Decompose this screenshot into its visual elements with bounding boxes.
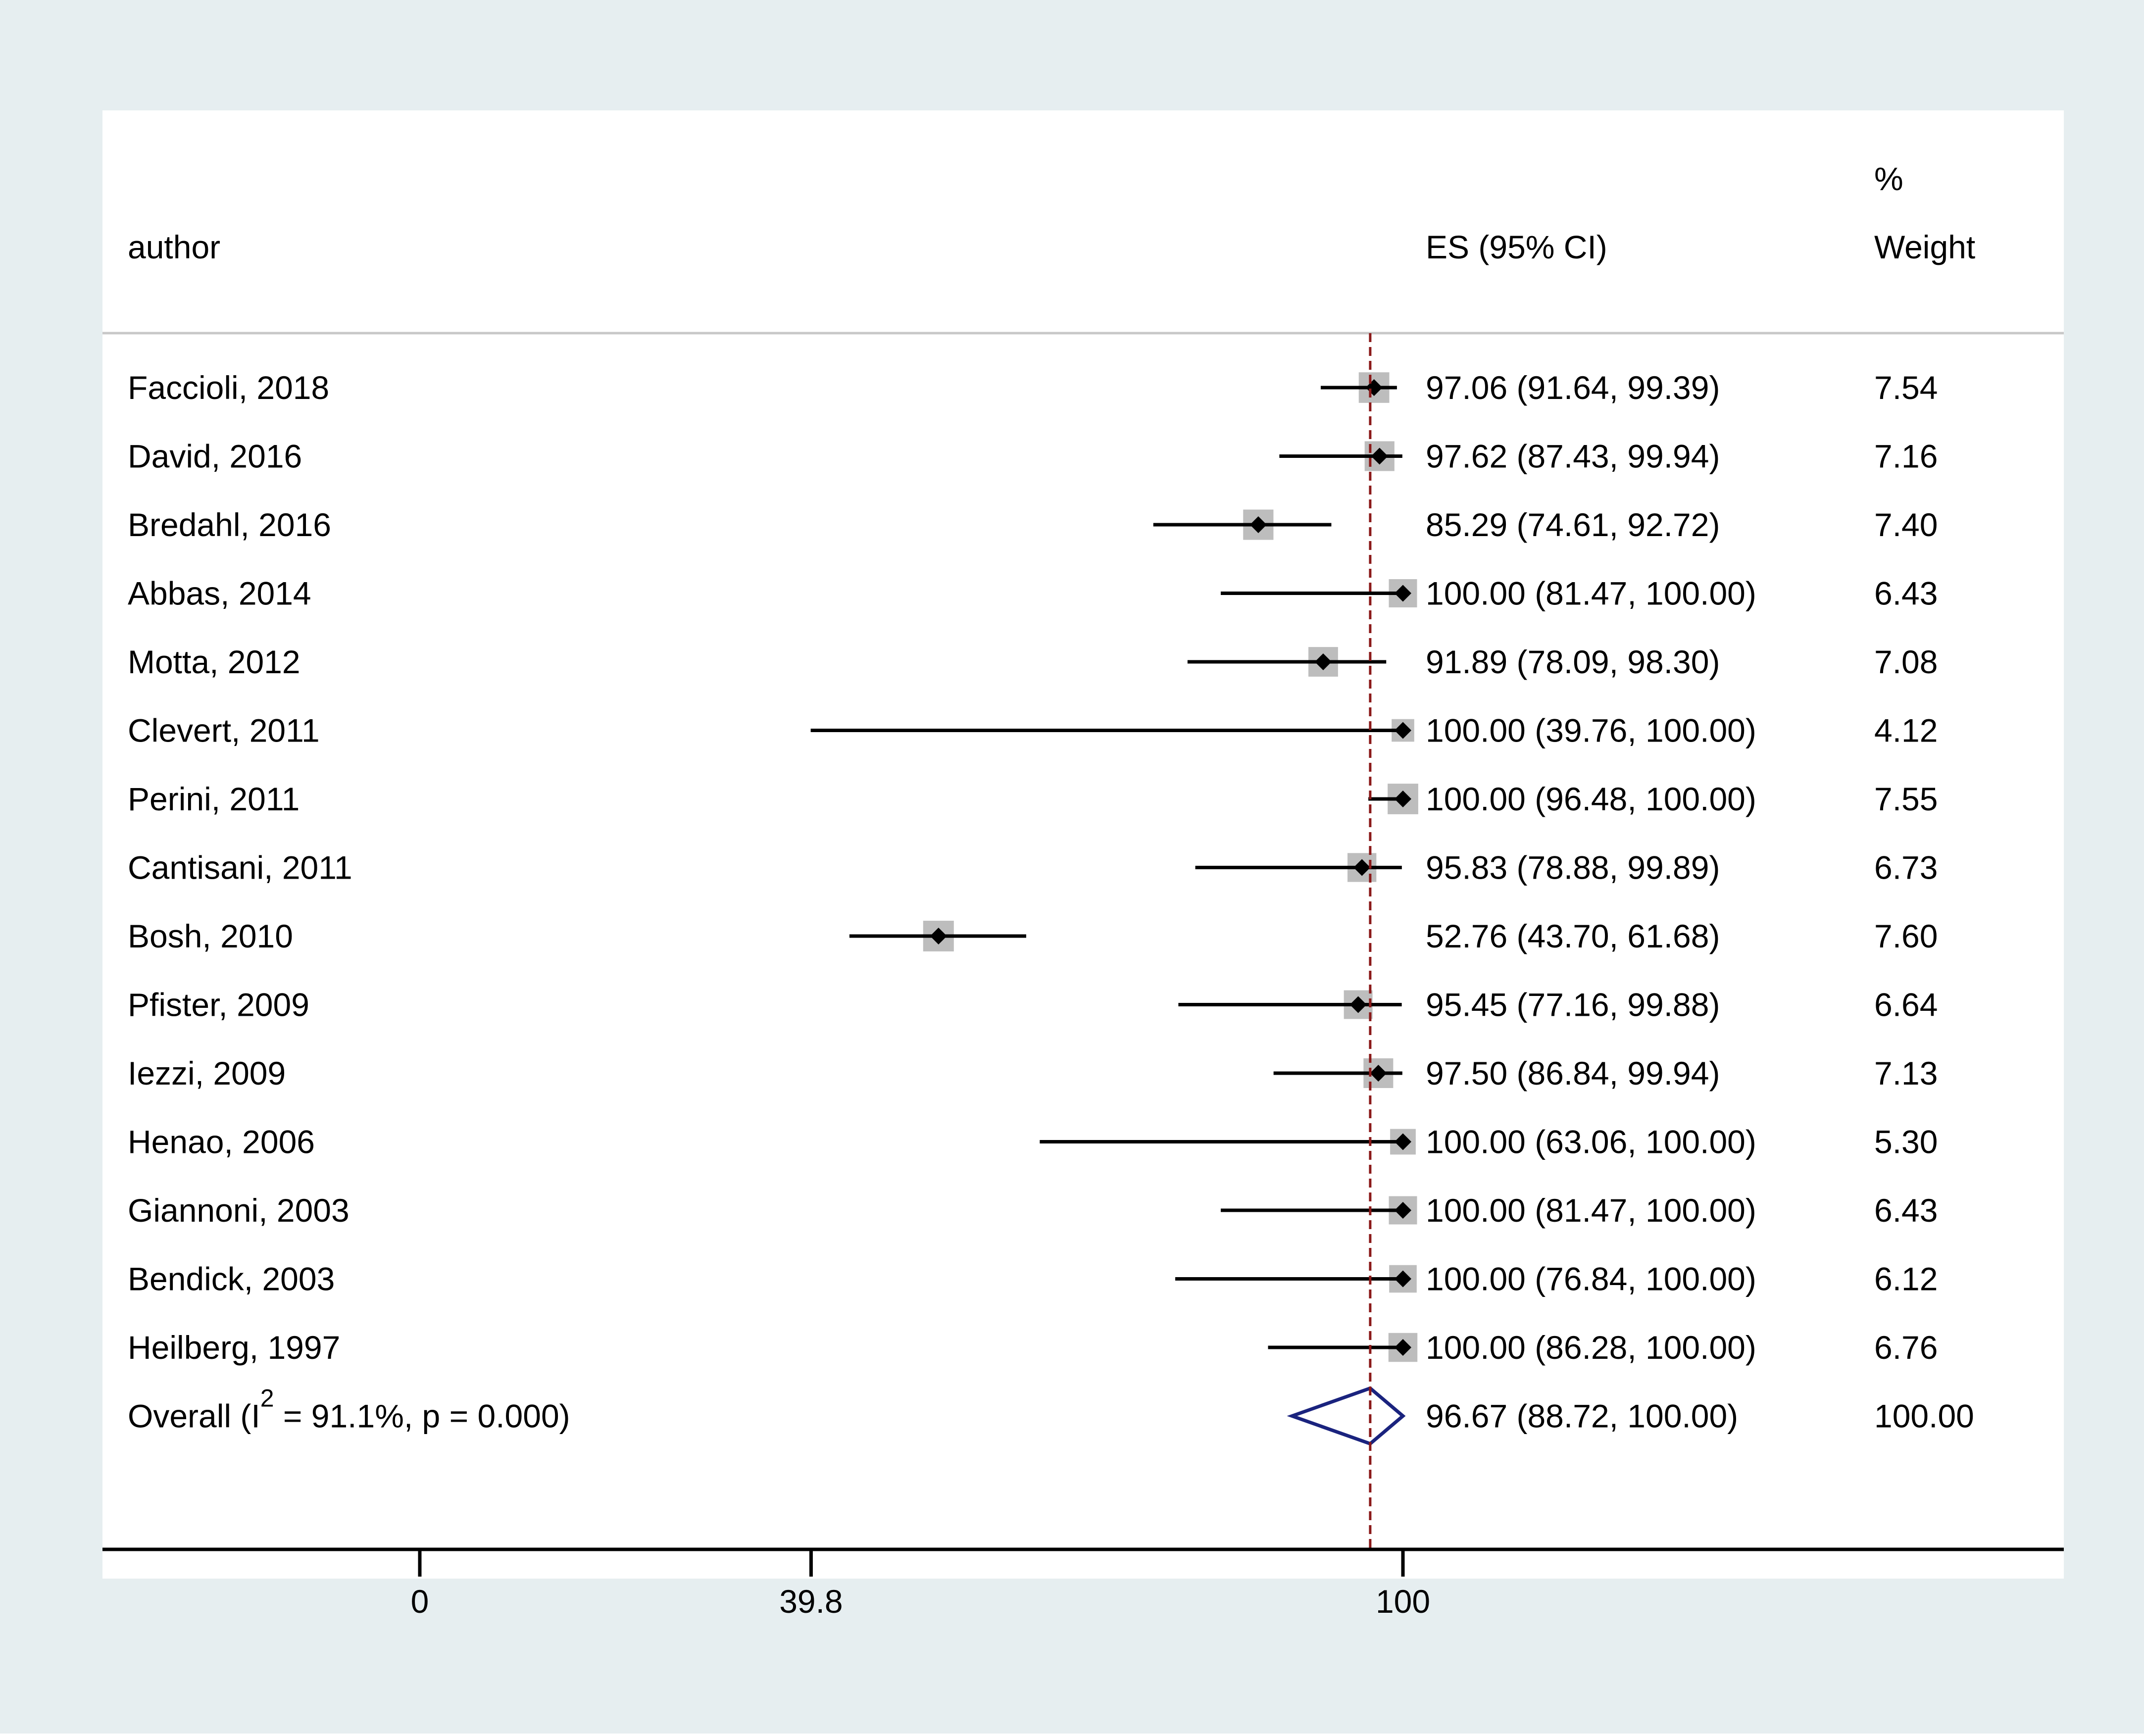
point-estimate bbox=[1395, 1270, 1411, 1288]
point-estimate bbox=[1395, 791, 1411, 807]
point-estimate bbox=[1349, 996, 1367, 1013]
study-row: Heilberg, 1997 100.00 (86.28, 100.00) 6.76 bbox=[128, 1329, 1938, 1366]
study-weight: 7.08 bbox=[1874, 644, 1938, 680]
study-es-ci: 97.50 (86.84, 99.94) bbox=[1426, 1055, 1720, 1091]
study-weight: 6.43 bbox=[1874, 575, 1938, 612]
study-author: Bosh, 2010 bbox=[128, 918, 293, 954]
study-row: Bendick, 2003 100.00 (76.84, 100.00) 6.12 bbox=[128, 1261, 1938, 1297]
study-row: Giannoni, 2003 100.00 (81.47, 100.00) 6.43 bbox=[128, 1192, 1938, 1229]
point-estimate bbox=[1395, 585, 1411, 602]
study-row: Bosh, 2010 52.76 (43.70, 61.68) 7.60 bbox=[128, 918, 1938, 954]
x-tick-label: 100 bbox=[1376, 1583, 1430, 1620]
study-es-ci: 85.29 (74.61, 92.72) bbox=[1426, 506, 1720, 543]
study-author: Henao, 2006 bbox=[128, 1124, 315, 1160]
overall-label-suffix: = 91.1%, p = 0.000) bbox=[274, 1398, 570, 1435]
study-author: Faccioli, 2018 bbox=[128, 369, 329, 406]
header-weight: Weight bbox=[1874, 229, 1975, 265]
study-weight: 7.16 bbox=[1874, 438, 1938, 475]
study-author: Pfister, 2009 bbox=[128, 987, 309, 1023]
point-estimate bbox=[1395, 1202, 1411, 1219]
point-estimate bbox=[1371, 447, 1388, 465]
study-es-ci: 100.00 (81.47, 100.00) bbox=[1426, 575, 1756, 612]
point-estimate bbox=[1395, 722, 1411, 739]
study-author: Cantisani, 2011 bbox=[128, 849, 352, 886]
study-es-ci: 100.00 (63.06, 100.00) bbox=[1426, 1124, 1756, 1160]
study-row: Faccioli, 2018 97.06 (91.64, 99.39) 7.54 bbox=[128, 369, 1938, 406]
study-es-ci: 100.00 (76.84, 100.00) bbox=[1426, 1261, 1756, 1297]
study-es-ci: 100.00 (96.48, 100.00) bbox=[1426, 781, 1756, 817]
study-row: Abbas, 2014 100.00 (81.47, 100.00) 6.43 bbox=[128, 575, 1938, 612]
x-tick-label: 0 bbox=[411, 1583, 429, 1620]
study-row: Iezzi, 2009 97.50 (86.84, 99.94) 7.13 bbox=[128, 1055, 1938, 1091]
study-es-ci: 97.06 (91.64, 99.39) bbox=[1426, 369, 1720, 406]
overall-weight: 100.00 bbox=[1874, 1398, 1974, 1435]
study-es-ci: 100.00 (86.28, 100.00) bbox=[1426, 1329, 1756, 1366]
study-rows: Faccioli, 2018 97.06 (91.64, 99.39) 7.54 Da… bbox=[128, 369, 1938, 1366]
study-author: Iezzi, 2009 bbox=[128, 1055, 286, 1091]
study-row: Perini, 2011 100.00 (96.48, 100.00) 7.55 bbox=[128, 781, 1938, 817]
study-author: David, 2016 bbox=[128, 438, 302, 475]
study-author: Bredahl, 2016 bbox=[128, 506, 331, 543]
study-author: Clevert, 2011 bbox=[128, 712, 320, 749]
study-row: Henao, 2006 100.00 (63.06, 100.00) 5.30 bbox=[128, 1124, 1938, 1160]
study-weight: 7.40 bbox=[1874, 506, 1938, 543]
point-estimate bbox=[1395, 1339, 1411, 1356]
point-estimate bbox=[930, 928, 947, 944]
study-es-ci: 91.89 (78.09, 98.30) bbox=[1426, 644, 1720, 680]
overall-label-prefix: Overall (I bbox=[128, 1398, 260, 1435]
study-weight: 6.76 bbox=[1874, 1329, 1938, 1366]
x-tick-label: 39.8 bbox=[779, 1583, 843, 1620]
overall-es-ci: 96.67 (88.72, 100.00) bbox=[1426, 1398, 1738, 1435]
header-author: author bbox=[128, 229, 220, 265]
study-weight: 6.43 bbox=[1874, 1192, 1938, 1229]
point-estimate bbox=[1395, 1133, 1411, 1150]
point-estimate bbox=[1353, 859, 1371, 876]
study-es-ci: 97.62 (87.43, 99.94) bbox=[1426, 438, 1720, 475]
study-es-ci: 95.83 (78.88, 99.89) bbox=[1426, 849, 1720, 886]
study-es-ci: 95.45 (77.16, 99.88) bbox=[1426, 987, 1720, 1023]
study-weight: 7.13 bbox=[1874, 1055, 1938, 1091]
x-axis-ticks: 0 39.8 100 bbox=[411, 1549, 1430, 1620]
point-estimate bbox=[1249, 516, 1267, 533]
study-row: Clevert, 2011 100.00 (39.76, 100.00) 4.12 bbox=[128, 712, 1938, 749]
study-author: Bendick, 2003 bbox=[128, 1261, 335, 1297]
point-estimate bbox=[1370, 1065, 1387, 1082]
overall-label: Overall (I2 = 91.1%, p = 0.000) bbox=[128, 1385, 570, 1435]
study-weight: 7.55 bbox=[1874, 781, 1938, 817]
study-author: Abbas, 2014 bbox=[128, 575, 311, 612]
study-weight: 6.73 bbox=[1874, 849, 1938, 886]
study-weight: 5.30 bbox=[1874, 1124, 1938, 1160]
plot-background bbox=[102, 110, 2064, 1579]
study-es-ci: 100.00 (81.47, 100.00) bbox=[1426, 1192, 1756, 1229]
study-author: Heilberg, 1997 bbox=[128, 1329, 340, 1366]
study-weight: 7.60 bbox=[1874, 918, 1938, 954]
point-estimate bbox=[1314, 653, 1332, 670]
study-weight: 7.54 bbox=[1874, 369, 1938, 406]
study-row: David, 2016 97.62 (87.43, 99.94) 7.16 bbox=[128, 438, 1938, 475]
study-row: Bredahl, 2016 85.29 (74.61, 92.72) 7.40 bbox=[128, 506, 1938, 543]
study-weight: 6.12 bbox=[1874, 1261, 1938, 1297]
study-row: Cantisani, 2011 95.83 (78.88, 99.89) 6.73 bbox=[128, 849, 1938, 886]
study-author: Motta, 2012 bbox=[128, 644, 300, 680]
overall-row: Overall (I2 = 91.1%, p = 0.000) 96.67 (8… bbox=[128, 1385, 1974, 1446]
study-author: Giannoni, 2003 bbox=[128, 1192, 349, 1229]
study-weight: 6.64 bbox=[1874, 987, 1938, 1023]
study-es-ci: 100.00 (39.76, 100.00) bbox=[1426, 712, 1756, 749]
study-es-ci: 52.76 (43.70, 61.68) bbox=[1426, 918, 1720, 954]
overall-i2-superscript: 2 bbox=[260, 1385, 274, 1412]
header-es-ci: ES (95% CI) bbox=[1426, 229, 1607, 265]
header-weight-percent: % bbox=[1874, 160, 1903, 197]
overall-diamond bbox=[1287, 1386, 1406, 1446]
study-row: Pfister, 2009 95.45 (77.16, 99.88) 6.64 bbox=[128, 987, 1938, 1023]
study-author: Perini, 2011 bbox=[128, 781, 299, 817]
study-row: Motta, 2012 91.89 (78.09, 98.30) 7.08 bbox=[128, 644, 1938, 680]
study-weight: 4.12 bbox=[1874, 712, 1938, 749]
